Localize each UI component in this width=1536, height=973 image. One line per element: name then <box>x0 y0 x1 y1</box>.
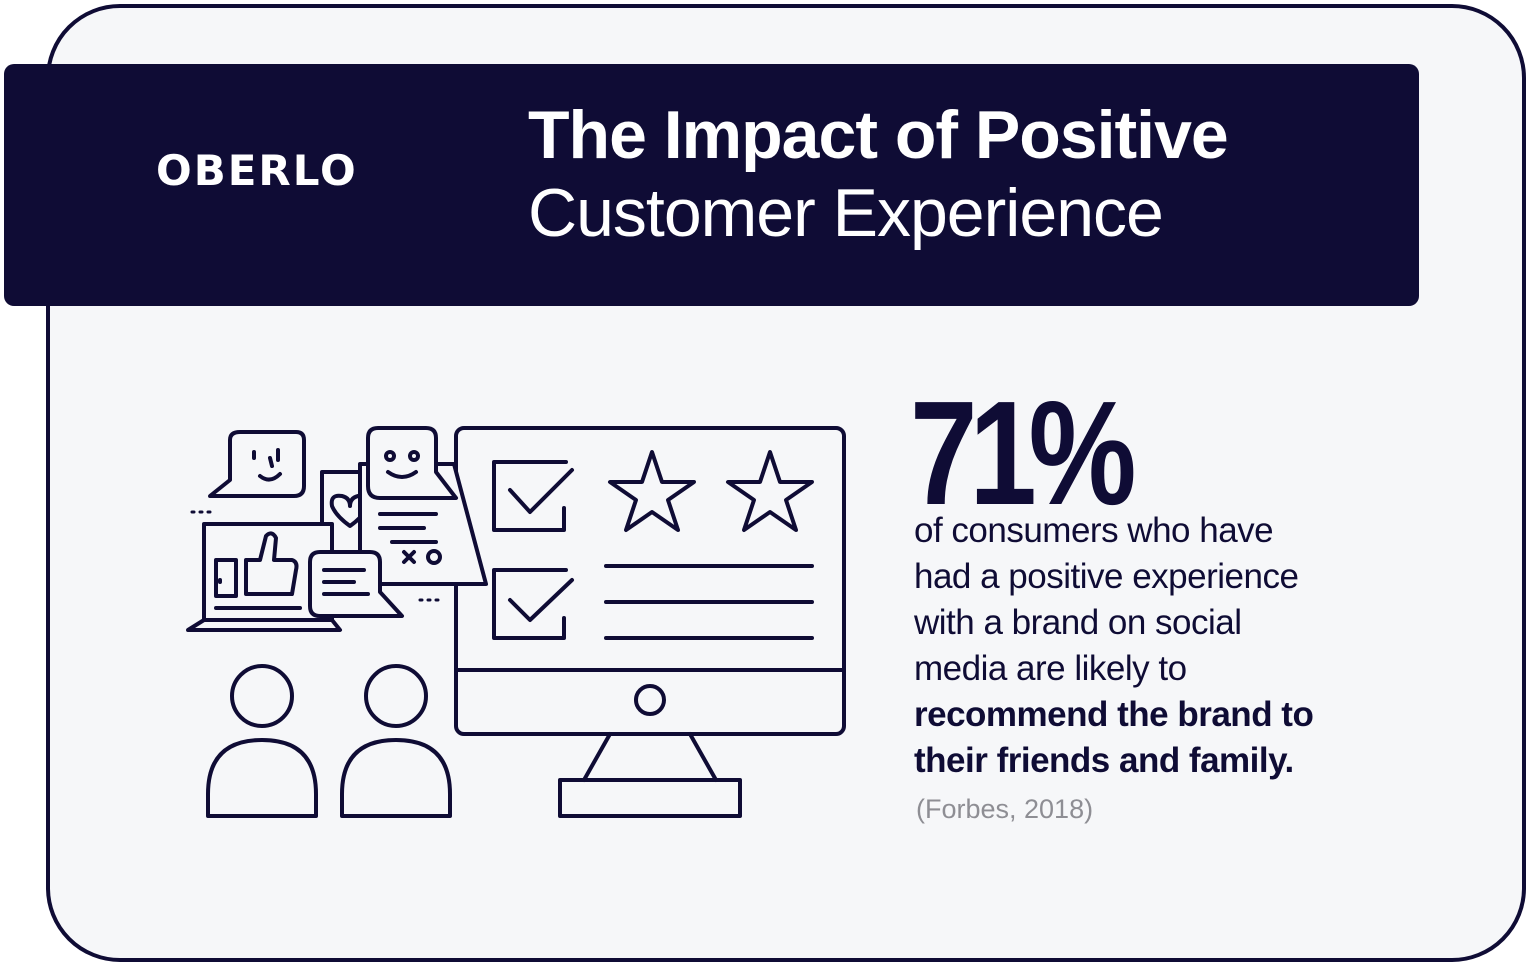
description-line: media are likely to <box>914 649 1187 688</box>
checkbox-icon <box>492 568 574 640</box>
page-title: The Impact of Positive Customer Experien… <box>528 96 1229 252</box>
customer-experience-illustration <box>186 426 846 818</box>
title-line-1: The Impact of Positive <box>528 97 1229 173</box>
checkbox-icon <box>492 460 574 532</box>
monitor-icon <box>454 426 846 818</box>
header-banner <box>4 64 1419 306</box>
title-line-2: Customer Experience <box>528 175 1164 252</box>
description-line: had a positive experience <box>914 557 1299 596</box>
oberlo-logo: OBERLO <box>156 146 358 195</box>
description-line: of consumers who have <box>914 511 1274 550</box>
stat-percentage: 71% <box>910 371 1137 536</box>
person-icon <box>206 664 318 818</box>
person-icon <box>340 664 452 818</box>
happy-chat-bubble-icon <box>358 426 488 586</box>
stat-description: of consumers who have had a positive exp… <box>914 508 1414 784</box>
smiley-chat-bubble-icon <box>208 430 306 498</box>
highlight-line: recommend the brand to <box>914 695 1314 734</box>
star-icon <box>608 450 696 532</box>
source-citation: (Forbes, 2018) <box>916 794 1094 824</box>
thumbs-up-icon <box>244 531 299 596</box>
text-chat-bubble-icon <box>308 550 404 618</box>
highlight-line: their friends and family. <box>914 741 1294 780</box>
description-line: with a brand on social <box>914 603 1242 642</box>
star-icon <box>726 450 814 532</box>
